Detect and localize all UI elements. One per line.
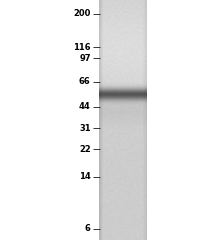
Text: 31: 31: [79, 124, 91, 132]
Text: 6: 6: [85, 224, 91, 233]
Text: 22: 22: [79, 145, 91, 154]
Text: 97: 97: [79, 54, 91, 63]
Text: 66: 66: [79, 77, 91, 86]
Text: 14: 14: [79, 172, 91, 181]
Text: 200: 200: [73, 9, 91, 18]
Text: 116: 116: [73, 43, 91, 52]
Text: 44: 44: [79, 102, 91, 111]
